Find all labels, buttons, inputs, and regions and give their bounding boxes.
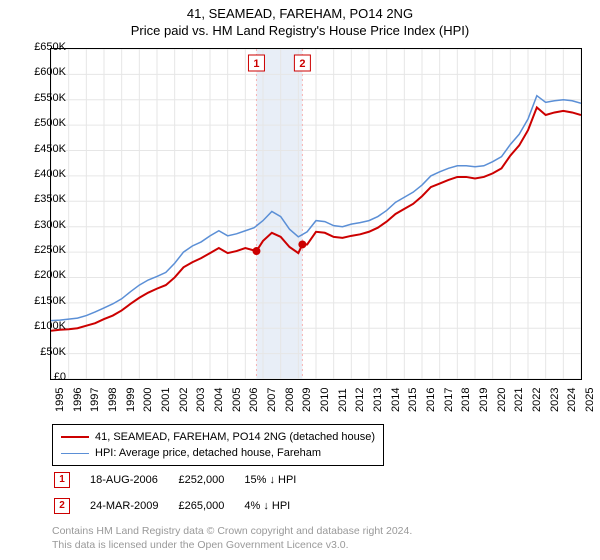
x-tick-label: 2015: [407, 388, 419, 412]
sale-price: £252,000: [178, 468, 242, 492]
x-tick-label: 2017: [443, 388, 455, 412]
footer-line: Contains HM Land Registry data © Crown c…: [52, 524, 412, 538]
x-tick-label: 2018: [460, 388, 472, 412]
x-tick-label: 2022: [531, 388, 543, 412]
x-tick-label: 1997: [89, 388, 101, 412]
plot-area: 12: [50, 48, 582, 380]
x-tick-label: 2023: [549, 388, 561, 412]
svg-text:2: 2: [299, 58, 305, 70]
legend: 41, SEAMEAD, FAREHAM, PO14 2NG (detached…: [52, 424, 384, 466]
svg-text:1: 1: [253, 58, 259, 70]
legend-item: HPI: Average price, detached house, Fare…: [61, 445, 375, 461]
x-tick-label: 2012: [354, 388, 366, 412]
sale-marker-icon: 1: [54, 472, 70, 488]
legend-label: HPI: Average price, detached house, Fare…: [95, 445, 321, 461]
x-tick-label: 2004: [213, 388, 225, 412]
sale-price: £265,000: [178, 494, 242, 518]
x-tick-label: 2010: [319, 388, 331, 412]
x-tick-label: 2019: [478, 388, 490, 412]
x-tick-label: 2001: [160, 388, 172, 412]
sales-table: 1 18-AUG-2006 £252,000 15% ↓ HPI 2 24-MA…: [52, 466, 316, 520]
x-tick-label: 2003: [195, 388, 207, 412]
y-tick-label: £350K: [16, 193, 66, 205]
x-tick-label: 2002: [178, 388, 190, 412]
y-tick-label: £450K: [16, 143, 66, 155]
legend-swatch: [61, 453, 89, 454]
x-tick-label: 2005: [231, 388, 243, 412]
y-tick-label: £650K: [16, 41, 66, 53]
sale-marker-icon: 2: [54, 498, 70, 514]
table-row: 2 24-MAR-2009 £265,000 4% ↓ HPI: [54, 494, 314, 518]
x-tick-label: 2006: [248, 388, 260, 412]
sale-delta: 4% ↓ HPI: [244, 494, 314, 518]
legend-item: 41, SEAMEAD, FAREHAM, PO14 2NG (detached…: [61, 429, 375, 445]
x-tick-label: 1996: [72, 388, 84, 412]
x-tick-label: 1998: [107, 388, 119, 412]
y-tick-label: £300K: [16, 219, 66, 231]
legend-swatch: [61, 436, 89, 438]
x-tick-label: 2000: [142, 388, 154, 412]
x-tick-label: 2013: [372, 388, 384, 412]
x-tick-label: 2016: [425, 388, 437, 412]
sale-delta: 15% ↓ HPI: [244, 468, 314, 492]
x-tick-label: 2014: [390, 388, 402, 412]
x-tick-label: 2007: [266, 388, 278, 412]
x-tick-label: 2009: [301, 388, 313, 412]
footer-attribution: Contains HM Land Registry data © Crown c…: [52, 524, 412, 552]
y-tick-label: £500K: [16, 117, 66, 129]
footer-line: This data is licensed under the Open Gov…: [52, 538, 412, 552]
y-tick-label: £0: [16, 371, 66, 383]
y-tick-label: £150K: [16, 295, 66, 307]
x-tick-label: 2011: [337, 388, 349, 412]
y-tick-label: £600K: [16, 66, 66, 78]
table-row: 1 18-AUG-2006 £252,000 15% ↓ HPI: [54, 468, 314, 492]
y-tick-label: £250K: [16, 244, 66, 256]
x-tick-label: 2020: [496, 388, 508, 412]
x-tick-label: 1999: [125, 388, 137, 412]
x-tick-label: 2008: [284, 388, 296, 412]
chart-title-1: 41, SEAMEAD, FAREHAM, PO14 2NG: [0, 6, 600, 21]
y-tick-label: £400K: [16, 168, 66, 180]
x-tick-label: 2024: [566, 388, 578, 412]
y-tick-label: £50K: [16, 346, 66, 358]
y-tick-label: £200K: [16, 269, 66, 281]
sale-date: 24-MAR-2009: [90, 494, 176, 518]
chart-title-2: Price paid vs. HM Land Registry's House …: [0, 23, 600, 38]
legend-label: 41, SEAMEAD, FAREHAM, PO14 2NG (detached…: [95, 429, 375, 445]
x-tick-label: 1995: [54, 388, 66, 412]
y-tick-label: £100K: [16, 320, 66, 332]
x-tick-label: 2025: [584, 388, 596, 412]
sale-date: 18-AUG-2006: [90, 468, 176, 492]
x-tick-label: 2021: [513, 388, 525, 412]
y-tick-label: £550K: [16, 92, 66, 104]
